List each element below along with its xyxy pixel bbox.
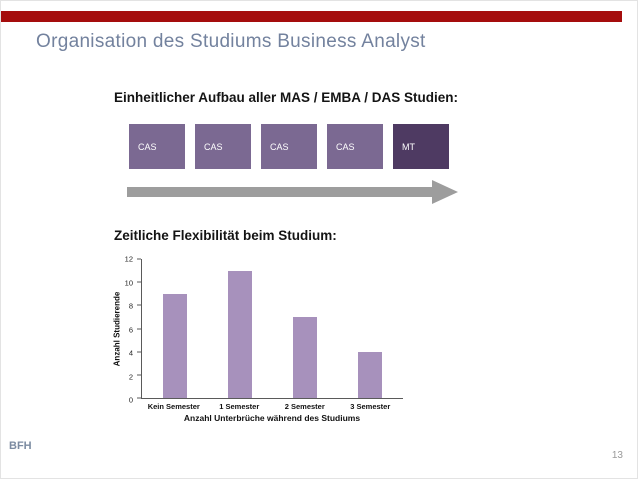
- cas-box-1-label: CAS: [138, 141, 157, 152]
- bar-3: [358, 351, 383, 398]
- section-structure-heading: Einheitlicher Aufbau aller MAS / EMBA / …: [114, 90, 459, 105]
- y-tick-label: 0: [128, 395, 133, 405]
- mt-box: MT: [393, 124, 449, 169]
- y-tick-label: 8: [128, 301, 133, 311]
- y-tick-label: 2: [128, 372, 133, 381]
- cas-box-2: CAS: [195, 124, 251, 169]
- bar-1: [227, 270, 252, 398]
- y-tick-label: 6: [128, 325, 133, 334]
- cas-box-4: CAS: [327, 124, 383, 169]
- x-category-label-0: Kein Semester: [147, 402, 200, 411]
- cas-box-4-label: CAS: [336, 141, 355, 152]
- chart-x-axis-title: Anzahl Unterbrüche während des Studiums: [183, 413, 361, 423]
- y-tickmark: [137, 258, 141, 260]
- timeline-arrow-icon: [127, 180, 458, 204]
- y-tick-label: 12: [124, 254, 133, 264]
- cas-box-1: CAS: [129, 124, 185, 169]
- y-tickmark: [137, 351, 141, 353]
- x-category-label-3: 3 Semester: [350, 402, 391, 411]
- top-accent-bar: [1, 11, 622, 22]
- cas-box-3-label: CAS: [270, 141, 289, 152]
- y-tickmark: [137, 281, 141, 283]
- bar-chart-plot: [137, 258, 403, 399]
- bar-2: [293, 316, 318, 398]
- mt-box-label: MT: [402, 141, 415, 152]
- bar-0: [162, 293, 187, 398]
- cas-box-3: CAS: [261, 124, 317, 169]
- slide-title: Organisation des Studiums Business Analy…: [36, 31, 426, 52]
- page-number: 13: [611, 450, 623, 461]
- x-category-label-1: 1 Semester: [219, 402, 260, 411]
- section-flexibility-heading: Zeitliche Flexibilität beim Studium:: [114, 228, 337, 243]
- y-axis: 0 2 4 6 8 10 12: [113, 255, 137, 405]
- cas-box-2-label: CAS: [204, 141, 223, 152]
- x-axis-labels: Kein Semester 1 Semester 2 Semester 3 Semes…: [141, 402, 403, 411]
- footer-logo-text: BFH: [9, 440, 32, 452]
- y-tickmark: [137, 304, 141, 306]
- y-tick-label: 10: [124, 278, 133, 287]
- y-tick-label: 4: [128, 348, 133, 358]
- x-category-label-2: 2 Semester: [284, 402, 325, 411]
- y-tickmark: [137, 328, 141, 329]
- cas-box-row: CAS CAS CAS CAS MT: [129, 124, 449, 169]
- y-tickmark: [137, 397, 141, 399]
- y-tickmark: [137, 374, 141, 376]
